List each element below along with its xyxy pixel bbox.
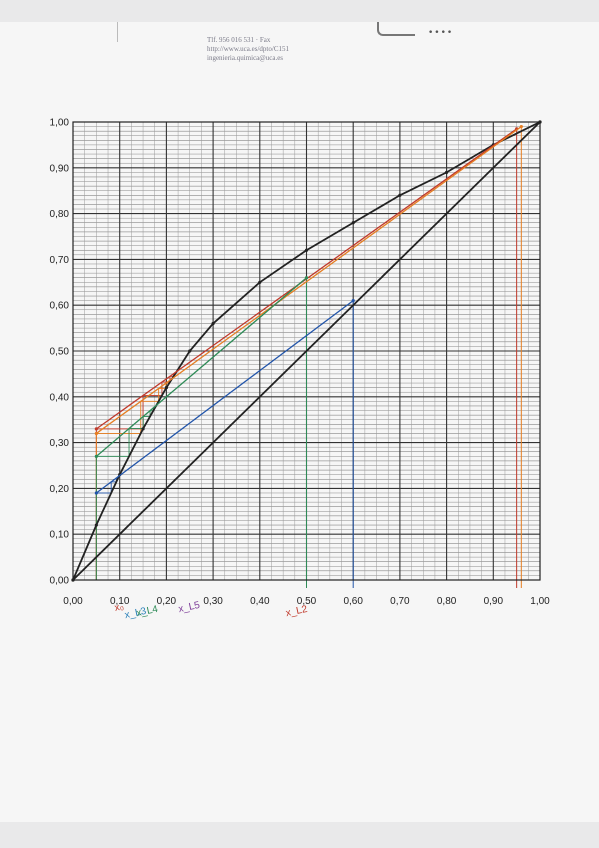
x-tick-label: 0,70 [390,596,410,607]
series-point-2 [351,299,355,303]
series-point-1 [445,170,449,174]
stage-constructions [95,126,522,588]
letterhead-line-2: http://www.uca.es/dpto/C151 [207,45,289,53]
x-tick-label: 0,00 [63,596,83,607]
y-tick-label: 0,60 [50,301,70,312]
series-point-1 [351,221,355,225]
y-tick-label: 0,40 [50,392,70,403]
handwritten-label: x_L3 [124,606,148,621]
series-point-3 [94,427,98,431]
y-tick-label: 0,90 [50,163,70,174]
series-point-4 [519,124,523,129]
chart-axes [72,121,541,581]
series-point-1 [258,280,262,284]
y-tick-label: 1,00 [50,118,70,129]
series-point-2 [94,491,98,495]
series-line-5 [95,277,307,457]
series-point-1 [211,321,215,326]
x-tick-label: 1,00 [530,596,550,607]
scanned-page: Tlf. 956 016 531 · Fax http://www.uca.es… [0,22,599,822]
x-tick-label: 0,30 [203,596,223,607]
letterhead-text: Tlf. 956 016 531 · Fax http://www.uca.es… [207,36,357,63]
series-point-5 [304,276,309,280]
series-line-2 [95,300,354,494]
y-tick-label: 0,20 [50,484,70,495]
letterhead-dots: •••• [428,28,454,38]
y-tick-label: 0,30 [50,438,70,449]
x-tick-labels: 0,00 0,10 0,20 0,30 0,40 0,50 0,60 0,70 0,80 0,90… [63,596,550,607]
plot-frame [72,121,541,581]
handwritten-label: x_L4 [135,604,159,619]
handwritten-label: x_L2 [285,604,309,619]
x-tick-label: 0,60 [343,596,363,607]
series-point-1 [94,523,98,527]
handwritten-label: x_L5 [177,600,201,615]
y-tick-label: 0,70 [50,255,70,266]
x-tick-label: 0,20 [157,596,177,607]
y-tick-label: 0,00 [50,576,70,587]
series-point-1 [398,193,402,197]
letterhead-line-1: Tlf. 956 016 531 · Fax [207,36,271,44]
series-point-4 [94,431,98,436]
series-line-1 [72,121,541,581]
series-point-5 [94,454,98,458]
letterhead-line-3: ingenieria.quimica@uca.es [207,54,284,62]
header-divider [117,22,118,42]
series-point-1 [141,427,145,431]
y-tick-label: 0,80 [50,209,70,220]
x-tick-label: 0,40 [250,596,270,607]
series-point-1 [164,386,168,390]
series-point-1 [188,349,192,353]
series-line-4 [95,126,522,434]
x-tick-label: 0,80 [437,596,457,607]
y-tick-labels: 0,00 0,10 0,20 0,30 0,40 0,50 0,60 0,70 0,80 0,90… [50,118,70,587]
handwritten-label: x₀ [114,601,125,614]
handwritten-labels: x₀x_L3x_L4 x_L5 x_L2 [114,600,309,621]
series-line-0 [72,121,541,581]
x-tick-label: 0,10 [110,596,130,607]
letterhead-logo-box [377,22,415,36]
y-tick-label: 0,50 [50,347,70,358]
chart-series [71,120,542,582]
y-tick-label: 0,10 [50,530,70,541]
x-tick-label: 0,50 [297,596,317,607]
series-point-1 [304,248,309,252]
x-tick-label: 0,90 [484,596,504,607]
